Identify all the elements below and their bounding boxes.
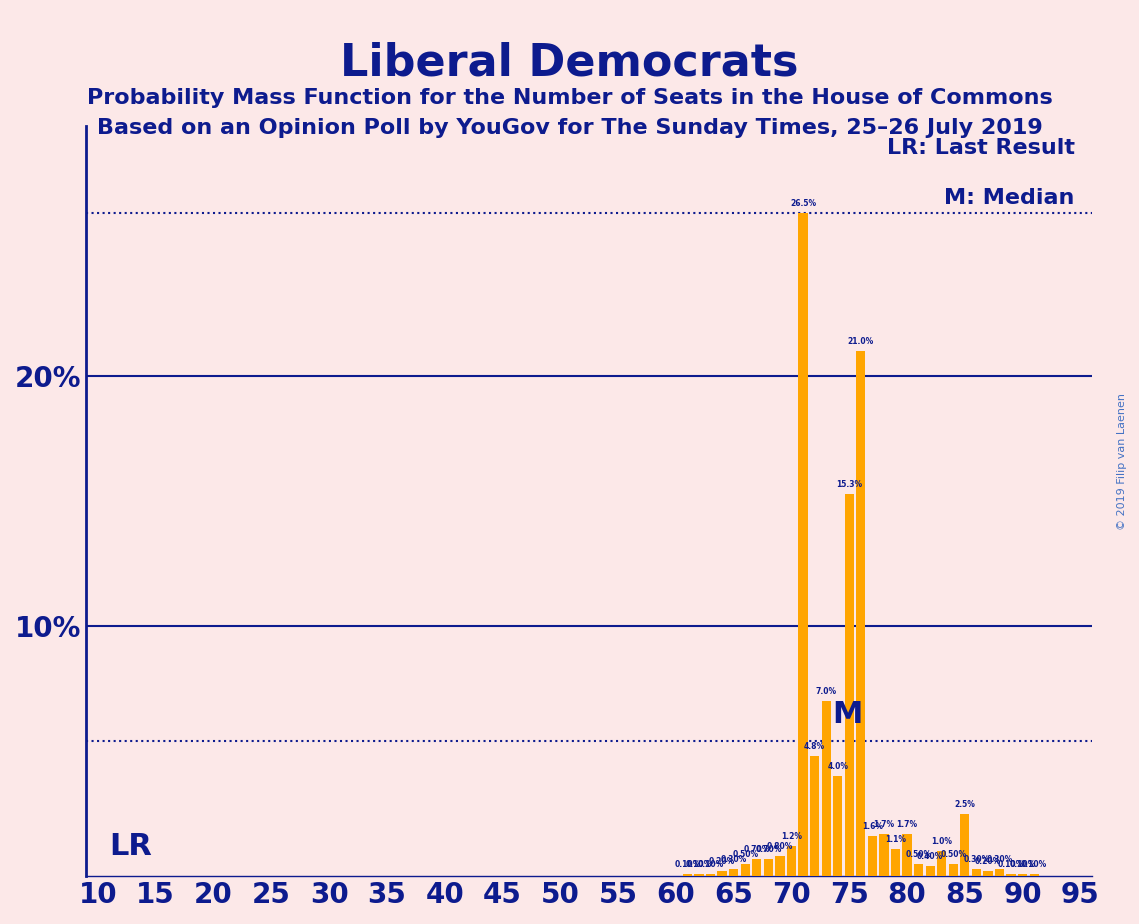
Text: 0.10%: 0.10%	[686, 859, 712, 869]
Text: Probability Mass Function for the Number of Seats in the House of Commons: Probability Mass Function for the Number…	[87, 88, 1052, 108]
Text: LR: Last Result: LR: Last Result	[886, 139, 1075, 158]
Text: 0.20%: 0.20%	[708, 857, 736, 866]
Text: 1.6%: 1.6%	[862, 822, 883, 831]
Text: 0.10%: 0.10%	[1021, 859, 1048, 869]
Text: 2.5%: 2.5%	[954, 799, 975, 808]
Text: 0.40%: 0.40%	[917, 852, 943, 861]
Bar	[729, 869, 738, 876]
Bar	[821, 701, 830, 876]
Bar	[695, 873, 704, 876]
Bar	[937, 851, 947, 876]
Text: 1.0%: 1.0%	[932, 837, 952, 846]
Text: LR: LR	[109, 832, 153, 860]
Text: 0.70%: 0.70%	[744, 845, 770, 854]
Text: 15.3%: 15.3%	[836, 480, 862, 489]
Text: 0.10%: 0.10%	[998, 859, 1024, 869]
Text: M: Median: M: Median	[944, 188, 1075, 209]
Text: 4.0%: 4.0%	[827, 762, 849, 772]
Text: 0.10%: 0.10%	[697, 859, 723, 869]
Text: 4.8%: 4.8%	[804, 742, 825, 751]
Bar	[706, 873, 715, 876]
Bar	[960, 814, 969, 876]
Bar	[1030, 873, 1039, 876]
Text: 7.0%: 7.0%	[816, 687, 837, 696]
Bar	[868, 836, 877, 876]
Text: 0.10%: 0.10%	[1009, 859, 1035, 869]
Text: 0.30%: 0.30%	[721, 855, 747, 864]
Bar	[787, 846, 796, 876]
Text: 0.20%: 0.20%	[975, 857, 1001, 866]
Text: Based on an Opinion Poll by YouGov for The Sunday Times, 25–26 July 2019: Based on an Opinion Poll by YouGov for T…	[97, 118, 1042, 139]
Bar	[845, 493, 854, 876]
Bar	[926, 866, 935, 876]
Bar	[718, 871, 727, 876]
Bar	[949, 864, 958, 876]
Bar	[983, 871, 992, 876]
Bar	[810, 756, 819, 876]
Bar	[740, 864, 749, 876]
Bar	[902, 833, 911, 876]
Bar	[972, 869, 981, 876]
Text: 21.0%: 21.0%	[847, 337, 874, 346]
Text: 0.80%: 0.80%	[767, 842, 793, 851]
Bar	[879, 833, 888, 876]
Text: © 2019 Filip van Laenen: © 2019 Filip van Laenen	[1117, 394, 1126, 530]
Text: Liberal Democrats: Liberal Democrats	[341, 42, 798, 85]
Text: 1.7%: 1.7%	[874, 820, 894, 829]
Text: 0.50%: 0.50%	[732, 850, 759, 858]
Bar	[1018, 873, 1027, 876]
Bar	[833, 776, 843, 876]
Bar	[776, 857, 785, 876]
Text: 1.2%: 1.2%	[781, 833, 802, 841]
Text: M: M	[831, 699, 862, 729]
Text: 1.7%: 1.7%	[896, 820, 918, 829]
Bar	[764, 858, 773, 876]
Bar	[891, 848, 900, 876]
Bar	[682, 873, 693, 876]
Bar	[798, 213, 808, 876]
Text: 0.30%: 0.30%	[964, 855, 990, 864]
Bar	[857, 351, 866, 876]
Text: 0.70%: 0.70%	[755, 845, 781, 854]
Text: 26.5%: 26.5%	[790, 200, 816, 209]
Bar	[1007, 873, 1016, 876]
Text: 0.10%: 0.10%	[674, 859, 700, 869]
Bar	[752, 858, 761, 876]
Text: 1.1%: 1.1%	[885, 834, 906, 844]
Bar	[913, 864, 924, 876]
Text: 0.50%: 0.50%	[906, 850, 932, 858]
Bar	[994, 869, 1005, 876]
Text: 0.50%: 0.50%	[940, 850, 966, 858]
Text: 0.30%: 0.30%	[986, 855, 1013, 864]
